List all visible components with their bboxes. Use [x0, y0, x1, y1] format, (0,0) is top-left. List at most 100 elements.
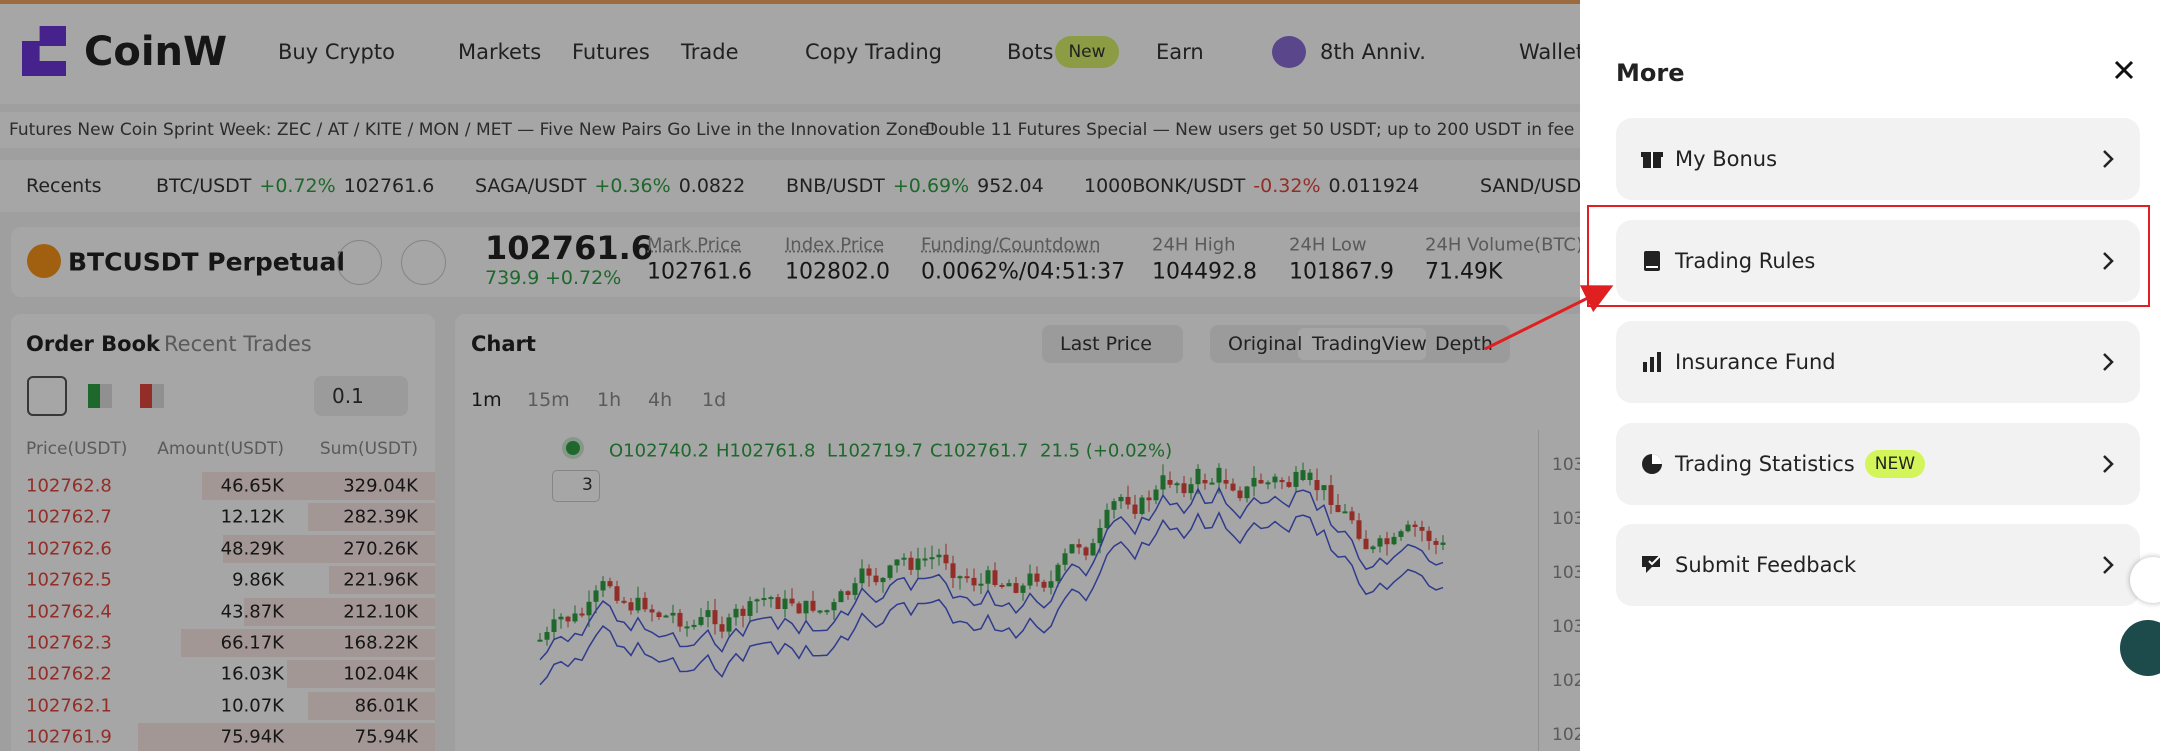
- interval[interactable]: 4h: [648, 389, 673, 411]
- doc-btn[interactable]: [401, 240, 446, 285]
- menu-item[interactable]: Insurance Fund: [1616, 321, 2140, 403]
- chart-decoration: [1034, 573, 1040, 582]
- chart-decoration: [670, 612, 676, 616]
- chart-decoration: [1062, 553, 1068, 565]
- chart-decoration: [992, 570, 998, 585]
- pair-name: BNB/USDT: [786, 175, 885, 197]
- drawer: More My Bonus Trading Rules Insurance Fund T…: [1580, 0, 2160, 751]
- pair-name: 1000BONK/USDT: [1084, 175, 1246, 197]
- chart-decoration: [978, 583, 984, 586]
- chart-decoration: [775, 597, 781, 610]
- recent-pair[interactable]: SAGA/USDT +0.36% 0.0822: [475, 175, 745, 197]
- ob-cell: 102762.2: [26, 663, 112, 685]
- menu-icon: [1640, 249, 1664, 273]
- interval[interactable]: 1h: [597, 389, 622, 411]
- pair-change: +0.72%: [259, 175, 336, 197]
- ob-cell: 12.12K: [220, 506, 284, 528]
- chevron: [2096, 553, 2120, 577]
- view-btn[interactable]: [27, 376, 67, 416]
- chart-decoration: [971, 577, 977, 586]
- chart-decoration: [824, 610, 830, 613]
- nav-item[interactable]: Bots: [1007, 40, 1054, 64]
- chart-view[interactable]: Depth: [1435, 333, 1493, 355]
- chart-decoration: [740, 608, 746, 616]
- chart-decoration: [572, 613, 578, 622]
- recent-pair[interactable]: 1000BONK/USDT -0.32% 0.011924: [1084, 175, 1419, 197]
- symbol[interactable]: BTCUSDT Perpetual: [68, 247, 345, 277]
- nav-item[interactable]: Copy Trading: [805, 40, 942, 64]
- menu-item[interactable]: Trading Rules: [1616, 219, 2140, 302]
- chart-decoration: [614, 586, 620, 601]
- star-btn[interactable]: [337, 240, 382, 285]
- menu-item[interactable]: Trading Statistics NEW: [1616, 422, 2140, 505]
- float-button[interactable]: [2120, 620, 2160, 676]
- recent-pair[interactable]: SAND/USDT: [1480, 175, 1593, 197]
- ob-cell: 102762.6: [26, 538, 112, 560]
- chart-decoration: [539, 486, 1444, 661]
- view-btn[interactable]: [88, 384, 112, 408]
- price-type-btn[interactable]: [1042, 325, 1183, 363]
- recent-pair[interactable]: BTC/USDT +0.72% 102761.6: [156, 175, 434, 197]
- anniv[interactable]: 8th Anniv.: [1320, 40, 1426, 64]
- interval[interactable]: 15m: [527, 389, 570, 411]
- chart-decoration: [565, 616, 571, 622]
- chart-decoration: [1265, 482, 1271, 485]
- depth-bar: [180, 629, 435, 657]
- recents-label[interactable]: Recents: [26, 175, 102, 197]
- nav-item[interactable]: Futures: [572, 40, 650, 64]
- chart-decoration: [642, 597, 648, 610]
- chart-decoration: [817, 610, 823, 613]
- nav-item[interactable]: Markets: [458, 40, 542, 64]
- depth-bar: [201, 472, 435, 500]
- interval[interactable]: 1m: [471, 389, 502, 411]
- float-button[interactable]: [2130, 557, 2160, 603]
- chart-decoration: [943, 554, 949, 564]
- interval[interactable]: 1d: [702, 389, 727, 411]
- chart-decoration: [1041, 581, 1047, 588]
- close-icon: [2114, 60, 2134, 80]
- drawer-title: More: [1616, 59, 1685, 87]
- nav-item[interactable]: Trade: [681, 40, 739, 64]
- ob-cell: 102762.7: [26, 506, 112, 528]
- icon: [1642, 453, 1662, 474]
- chart-decoration: [1027, 573, 1033, 586]
- ob-cell: 329.04K: [343, 475, 418, 497]
- depth-bar: [286, 660, 435, 689]
- nav-item[interactable]: Buy Crypto: [278, 40, 395, 64]
- chart-decoration: [936, 554, 942, 558]
- tab[interactable]: Recent Trades: [164, 332, 312, 356]
- chart-view[interactable]: TradingView: [1312, 333, 1427, 355]
- column-header: Price(USDT): [26, 439, 128, 459]
- chart-decoration: [1202, 480, 1208, 484]
- chart-decoration: [782, 598, 788, 610]
- indicator-count: 3: [582, 475, 593, 495]
- chart-decoration: [1118, 496, 1124, 502]
- menu-item[interactable]: My Bonus: [1616, 118, 2140, 200]
- menu-item[interactable]: Submit Feedback: [1616, 524, 2140, 606]
- pair-price: 102761.6: [343, 175, 435, 197]
- chart-view[interactable]: Original: [1228, 333, 1303, 355]
- chart-decoration: [768, 597, 774, 600]
- chart-decoration: [1020, 585, 1026, 593]
- precision-box[interactable]: [314, 376, 408, 416]
- chart-decoration: [1356, 520, 1362, 539]
- badge-text: New: [1068, 42, 1106, 62]
- close-button[interactable]: [2110, 56, 2138, 84]
- chart-decoration: [894, 559, 900, 566]
- chart-decoration: [579, 613, 585, 616]
- ob-cell: 270.26K: [343, 538, 418, 560]
- recent-pair[interactable]: BNB/USDT +0.69% 952.04: [786, 175, 1044, 197]
- anniv-icon: [1272, 36, 1306, 68]
- wallet[interactable]: Wallet: [1519, 40, 1585, 64]
- nav-item[interactable]: Earn: [1156, 40, 1204, 64]
- tab[interactable]: Order Book: [26, 332, 160, 356]
- chart-decoration: [1195, 468, 1201, 485]
- indicator-box[interactable]: [552, 470, 600, 502]
- chart-decoration: [656, 612, 662, 618]
- chart-decoration: [1146, 497, 1152, 501]
- view-btn[interactable]: [140, 384, 164, 408]
- price-type: Last Price: [1060, 333, 1152, 355]
- chart-decoration: [635, 597, 641, 611]
- chart-decoration: [901, 557, 907, 560]
